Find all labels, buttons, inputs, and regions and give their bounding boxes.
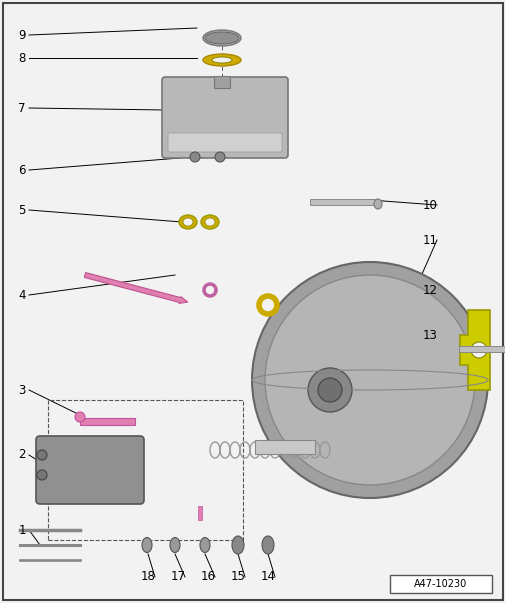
Text: 12: 12 bbox=[422, 283, 437, 297]
Circle shape bbox=[189, 152, 199, 162]
Text: 10: 10 bbox=[422, 198, 437, 212]
FancyBboxPatch shape bbox=[36, 436, 144, 504]
FancyBboxPatch shape bbox=[168, 133, 281, 152]
Bar bbox=[48, 400, 242, 540]
Ellipse shape bbox=[205, 218, 215, 226]
Ellipse shape bbox=[203, 54, 240, 66]
Circle shape bbox=[37, 450, 47, 460]
Ellipse shape bbox=[183, 218, 192, 226]
Circle shape bbox=[75, 412, 85, 422]
Circle shape bbox=[317, 378, 341, 402]
Ellipse shape bbox=[200, 215, 219, 229]
Text: 18: 18 bbox=[140, 570, 155, 584]
Text: 9: 9 bbox=[18, 28, 26, 42]
Circle shape bbox=[215, 152, 225, 162]
Text: 11: 11 bbox=[422, 233, 437, 247]
Text: 5: 5 bbox=[18, 203, 26, 216]
Text: 14: 14 bbox=[260, 570, 275, 584]
Text: 2: 2 bbox=[18, 449, 26, 461]
Circle shape bbox=[265, 275, 474, 485]
Ellipse shape bbox=[373, 199, 381, 209]
Text: 3: 3 bbox=[18, 384, 26, 397]
Circle shape bbox=[251, 262, 487, 498]
Ellipse shape bbox=[262, 536, 274, 554]
Text: 8: 8 bbox=[18, 51, 26, 65]
Text: 16: 16 bbox=[200, 570, 215, 584]
Text: 13: 13 bbox=[422, 329, 437, 341]
Text: 1: 1 bbox=[18, 523, 26, 537]
Bar bbox=[80, 418, 135, 425]
Ellipse shape bbox=[212, 57, 231, 63]
Ellipse shape bbox=[142, 537, 151, 552]
Ellipse shape bbox=[199, 537, 210, 552]
Text: 17: 17 bbox=[170, 570, 185, 584]
Ellipse shape bbox=[231, 536, 243, 554]
FancyBboxPatch shape bbox=[162, 77, 287, 158]
Bar bbox=[255, 440, 315, 454]
Text: 6: 6 bbox=[18, 163, 26, 177]
Bar bbox=[310, 199, 374, 205]
Text: A47-10230: A47-10230 bbox=[414, 579, 467, 589]
Bar bbox=[197, 506, 201, 520]
Ellipse shape bbox=[203, 30, 240, 46]
FancyArrow shape bbox=[84, 273, 187, 303]
Ellipse shape bbox=[170, 537, 180, 552]
Bar bbox=[214, 76, 230, 88]
Text: 4: 4 bbox=[18, 288, 26, 302]
Bar bbox=[389, 575, 491, 593]
Bar bbox=[458, 346, 505, 352]
Circle shape bbox=[37, 470, 47, 480]
Text: 15: 15 bbox=[230, 570, 245, 584]
Polygon shape bbox=[459, 310, 489, 390]
Text: 7: 7 bbox=[18, 101, 26, 115]
Ellipse shape bbox=[179, 215, 196, 229]
Circle shape bbox=[308, 368, 351, 412]
Ellipse shape bbox=[205, 32, 238, 44]
Circle shape bbox=[470, 342, 486, 358]
